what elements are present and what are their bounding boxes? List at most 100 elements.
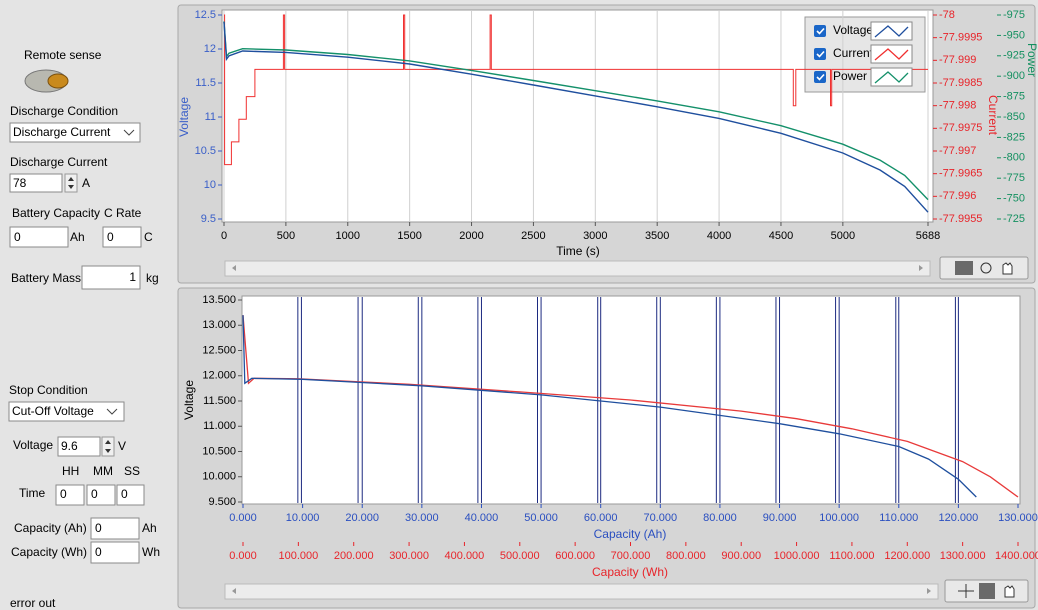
numeric-input[interactable] [86,484,116,506]
label: Stop Condition [9,383,88,397]
zoom-tool[interactable] [979,583,995,599]
line-series [224,14,928,166]
y2-axis-title: Current [986,95,1000,136]
spinner-arrows [68,177,74,189]
dropdown[interactable] [8,401,125,422]
legend-swatch [874,25,909,38]
x2-tick-label: 1100.000 [829,550,874,562]
pan-tool[interactable] [1004,585,1015,598]
label: HH [62,464,79,478]
y3-tick-label: -900 [1003,70,1025,82]
y3-axis-title: Power [1025,43,1038,77]
y2-tick-label: -77.999 [939,54,976,66]
y-axis-title: Voltage [177,97,191,137]
cursor-tool[interactable] [955,261,973,275]
x-tick-label: 3000 [583,230,607,242]
x2-tick-label: 700.000 [611,550,651,562]
x-tick-label: 40.000 [465,512,499,524]
y-tick-label: 12.000 [202,370,236,382]
checkmark [816,27,825,35]
cursor-tool[interactable] [958,584,974,598]
dropdown-arrow [106,408,118,415]
legend-checkbox[interactable] [814,48,826,60]
y2-tick-label: -77.997 [939,145,976,157]
numeric-input[interactable] [57,436,101,457]
x-tick-label: 30.000 [405,512,439,524]
dropdown[interactable] [9,122,141,143]
line-series [223,21,929,201]
numeric-input[interactable] [9,173,63,193]
legend-swatch-box [870,21,913,41]
pan-tool[interactable] [1002,262,1013,275]
x2-tick-label: 400.000 [445,550,485,562]
numeric-input[interactable] [55,484,85,506]
unit: V [118,439,126,453]
y3-tick-label: -975 [1003,9,1025,21]
zoom-tool[interactable] [980,262,992,274]
y3-tick-label: -875 [1003,91,1025,103]
x2-tick-label: 500.000 [500,550,540,562]
x-tick-label: 0.000 [229,512,257,524]
y-tick-label: 11.000 [203,420,236,432]
label: Remote sense [24,48,102,62]
numeric-output [90,541,140,564]
unit: A [82,176,90,190]
input-value: 0 [60,487,67,501]
y3-tick-label: -725 [1003,213,1025,225]
label: Discharge Current [10,155,108,169]
y-tick-label: 10.000 [202,471,236,483]
y-axis-title: Voltage [182,380,196,420]
numeric-input[interactable] [9,226,69,248]
legend-swatch-box [870,67,913,87]
y-tick-label: 9.5 [201,213,216,225]
numeric-input[interactable] [102,226,142,248]
spinner[interactable] [64,173,78,193]
numeric-output [90,517,140,540]
x-tick-label: 4500 [769,230,793,242]
checkmark [816,50,825,58]
x2-tick-label: 1200.000 [884,550,930,562]
x2-tick-label: 1000.000 [774,550,820,562]
x2-tick-label: 100.000 [278,550,318,562]
unit: Wh [142,545,160,559]
input-value: 0 [91,487,98,501]
unit: kg [146,271,159,285]
label: Battery Mass [11,271,81,285]
x-tick-label: 100.000 [819,512,859,524]
scrollbar[interactable] [224,583,939,600]
x-tick-label: 1000 [336,230,360,242]
x2-tick-label: 800.000 [666,550,706,562]
y2-tick-label: -78 [939,9,955,21]
x-tick-label: 5000 [831,230,855,242]
y-tick-label: 11.5 [195,77,216,89]
y3-tick-label: -925 [1003,50,1025,62]
graph-tools[interactable] [939,256,1029,280]
x-tick-label: 80.000 [703,512,737,524]
y2-tick-label: -77.9975 [939,122,982,134]
legend-checkbox[interactable] [814,25,826,37]
scrollbar[interactable] [224,260,931,277]
label: SS [124,464,140,478]
y3-tick-label: -850 [1003,111,1025,123]
x-tick-label: 120.000 [939,512,979,524]
spinner[interactable] [101,436,115,457]
label: Discharge Condition [10,104,118,118]
input-value: 0 [14,230,21,244]
y-tick-label: 11 [205,111,216,123]
numeric-input[interactable] [81,265,141,290]
x-tick-label: 0 [221,230,227,242]
label: Capacity (Wh) [11,545,87,559]
y2-tick-label: -77.998 [939,100,976,112]
label: Time [19,486,46,500]
dropdown-value: Cut-Off Voltage [12,404,94,418]
label: Capacity (Ah) [14,521,87,535]
legend-checkbox[interactable] [814,71,826,83]
x-tick-label: 130.000 [998,512,1038,524]
legend-swatch-box [870,44,913,64]
x2-axis-title: Capacity (Wh) [592,565,668,579]
legend-label: Voltage [833,23,873,37]
legend-label: Power [833,69,867,83]
numeric-input[interactable] [116,484,145,506]
input-value: 0 [107,230,114,244]
